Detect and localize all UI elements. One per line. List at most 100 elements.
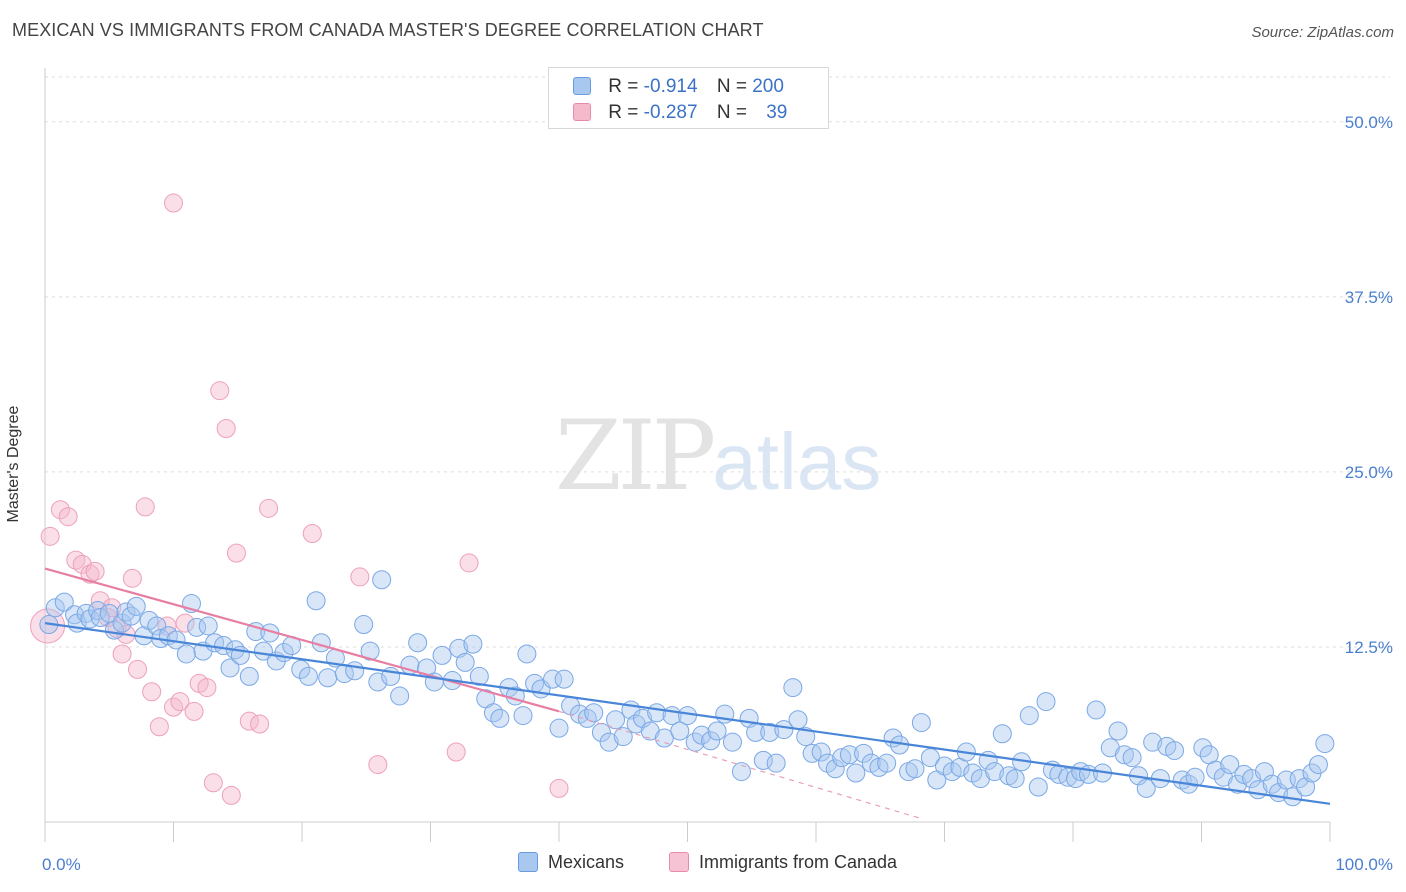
- mexicans-point: [1005, 769, 1025, 789]
- canada-point: [58, 507, 78, 527]
- canada-point: [203, 773, 223, 793]
- x-tick-label-min: 0.0%: [42, 855, 81, 874]
- mexicans-point: [854, 743, 874, 763]
- y-tick-label: 12.5%: [1345, 638, 1393, 657]
- chart-source: Source: ZipAtlas.com: [1251, 24, 1394, 41]
- mexicans-point: [1143, 732, 1163, 752]
- canada-point: [226, 543, 246, 563]
- mexicans-point: [788, 710, 808, 730]
- canada-point: [149, 717, 169, 737]
- watermark: ZIPatlas: [555, 400, 881, 512]
- canada-point: [142, 682, 162, 702]
- mexicans-point: [80, 609, 100, 629]
- x-tick-label-max: 100.0%: [1335, 855, 1393, 874]
- mexicans-point: [198, 616, 218, 636]
- mexicans-point: [1296, 777, 1316, 797]
- mexicans-point: [825, 759, 845, 779]
- legend-n-label: N =: [716, 102, 747, 123]
- mexicans-point: [214, 636, 234, 656]
- mexicans-point: [599, 732, 619, 752]
- mexicans-point: [796, 727, 816, 747]
- mexicans-point: [306, 591, 326, 611]
- mexicans-point: [554, 669, 574, 689]
- mexicans-point: [832, 748, 852, 768]
- y-tick-label: 25.0%: [1345, 463, 1393, 482]
- mexicans-point: [731, 762, 751, 782]
- axes: [44, 68, 1331, 842]
- canada-point: [40, 526, 60, 546]
- mexicans-point: [368, 672, 388, 692]
- mexicans-point: [239, 666, 259, 686]
- mexicans-point: [298, 666, 318, 686]
- mexicans-point: [390, 686, 410, 706]
- watermark-atlas: atlas: [712, 417, 882, 506]
- mexicans-point: [963, 763, 983, 783]
- mexicans-point: [513, 706, 533, 726]
- mexicans-point: [606, 710, 626, 730]
- canada-point: [210, 381, 230, 401]
- mexicans-point: [760, 722, 780, 742]
- canada-point: [175, 613, 195, 633]
- chart-title: MEXICAN VS IMMIGRANTS FROM CANADA MASTER…: [12, 20, 764, 40]
- canada-point: [368, 755, 388, 775]
- mexicans-point: [372, 570, 392, 590]
- mexicans-point: [449, 638, 469, 658]
- canada-point: [459, 553, 479, 573]
- mexicans-point: [139, 610, 159, 630]
- mexicans-point: [701, 731, 721, 751]
- canada-point: [170, 692, 190, 712]
- series-mexicans-points: [39, 570, 1335, 807]
- mexicans-point: [935, 756, 954, 776]
- mexicans-point: [584, 703, 604, 723]
- mexicans-point: [517, 644, 537, 664]
- mexicans-point: [1308, 755, 1328, 775]
- mexicans-point: [318, 668, 338, 688]
- mexicans-point: [463, 634, 483, 654]
- mexicans-point: [905, 759, 925, 779]
- mexicans-point: [354, 615, 374, 635]
- mexicans-point: [253, 641, 273, 661]
- canada-point: [85, 561, 105, 581]
- canada-point: [221, 785, 241, 805]
- mexicans-point: [543, 669, 563, 689]
- legend-r-value: -0.914: [643, 76, 698, 97]
- canada-point: [50, 500, 70, 520]
- mexicans-point: [1036, 692, 1056, 712]
- mexicans-point: [1019, 706, 1039, 726]
- mexicans-point: [1165, 741, 1185, 761]
- canada-point: [549, 778, 569, 798]
- mexicans-point: [220, 658, 240, 678]
- canada-point: [302, 524, 322, 544]
- canada-point: [112, 644, 132, 664]
- mexicans-point: [811, 742, 831, 762]
- series-canada-points: [30, 193, 569, 805]
- mexicans-point: [121, 606, 141, 626]
- mexicans-point: [1058, 767, 1078, 787]
- canada-point: [184, 701, 204, 721]
- canada-point: [128, 659, 148, 679]
- mexicans-point: [692, 725, 712, 745]
- trend-lines: [44, 567, 1331, 819]
- legend-n-value: 200: [752, 76, 784, 97]
- mexicans-point: [549, 718, 569, 738]
- bottom-legend-label: Immigrants from Canada: [699, 852, 898, 872]
- mexicans-point: [1315, 734, 1335, 754]
- canada-point: [80, 564, 100, 584]
- canada-trend-line: [44, 567, 560, 713]
- mexicans-point: [104, 620, 124, 640]
- canada-point: [122, 568, 142, 588]
- mexicans-point: [774, 720, 794, 740]
- mexicans-point: [1122, 748, 1142, 768]
- mexicans-point: [1114, 745, 1134, 765]
- mexicans-point: [1220, 755, 1240, 775]
- bottom-legend-swatch-mexicans: [518, 852, 538, 872]
- mexicans-point: [360, 641, 380, 661]
- canada-point: [259, 498, 279, 518]
- bottom-legend-canada: Immigrants from Canada: [669, 852, 897, 873]
- mexicans-point: [246, 622, 266, 642]
- mexicans-point: [345, 661, 365, 681]
- mexicans-point: [176, 644, 196, 664]
- mexicans-point: [839, 745, 859, 765]
- mexicans-point: [469, 666, 489, 686]
